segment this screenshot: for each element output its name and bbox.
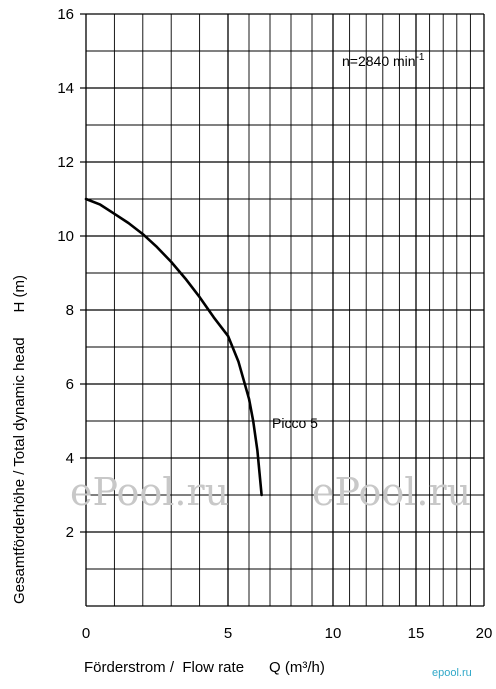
tick-label-layer: 2 4 6 8 10 12 14 16 0 5 10 15 20 — [57, 6, 492, 642]
corner-mark-box — [426, 664, 488, 680]
series-layer — [84, 197, 263, 497]
series-line-picco-5 — [84, 197, 263, 497]
x-axis-title: Förderstrom / Flow rate Q (m³/h) — [84, 659, 325, 676]
y-tick-label: 14 — [57, 80, 74, 97]
x-tick-label: 10 — [325, 625, 342, 642]
y-tick-label: 4 — [66, 450, 74, 467]
y-tick-label: 16 — [57, 6, 74, 23]
y-tick-label: 8 — [66, 302, 74, 319]
series-label-picco-5: Picco 5 — [272, 415, 318, 431]
x-tick-label: 0 — [82, 625, 90, 642]
corner-mark: epool.ru — [432, 667, 472, 679]
x-tick-label: 15 — [408, 625, 425, 642]
speed-annotation: n=2840 min-1 — [342, 52, 425, 69]
y-tick-label: 10 — [57, 228, 74, 245]
y-tick-label: 12 — [57, 154, 74, 171]
x-tick-label: 20 — [476, 625, 493, 642]
watermark-left: ePool.ru — [70, 470, 229, 514]
y-tick-label: 6 — [66, 376, 74, 393]
grid-layer — [85, 13, 485, 607]
speed-annotation-sup: -1 — [416, 52, 425, 63]
y-tick-label: 2 — [66, 524, 74, 541]
x-tick-label: 5 — [224, 625, 232, 642]
speed-annotation-text: n=2840 min — [342, 53, 416, 69]
watermark-right: ePool.ru — [312, 470, 471, 514]
y-axis-title: Gesamtförderhöhe / Total dynamic head H … — [11, 275, 28, 604]
